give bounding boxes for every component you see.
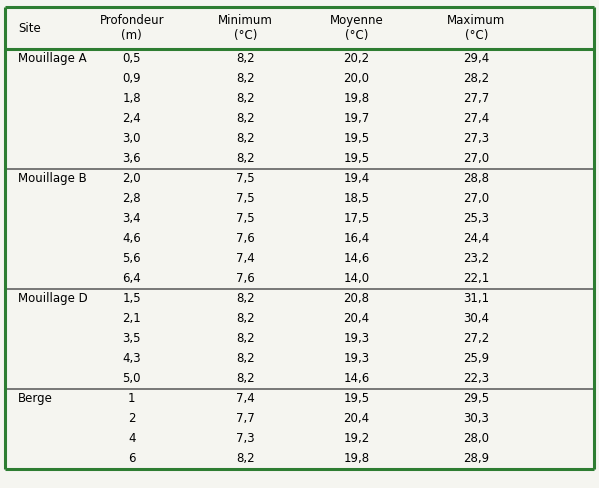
Text: Maximum
(°C): Maximum (°C) xyxy=(447,14,506,42)
Text: 8,2: 8,2 xyxy=(236,372,255,386)
Text: 7,5: 7,5 xyxy=(236,172,255,185)
Text: 20,4: 20,4 xyxy=(343,412,370,426)
Text: 27,4: 27,4 xyxy=(463,112,489,125)
Text: 0,9: 0,9 xyxy=(122,72,141,85)
Text: 29,4: 29,4 xyxy=(463,52,489,65)
Text: 2,1: 2,1 xyxy=(122,312,141,325)
Text: 8,2: 8,2 xyxy=(236,112,255,125)
Text: 1,8: 1,8 xyxy=(122,92,141,105)
Text: 30,3: 30,3 xyxy=(463,412,489,426)
Text: 0,5: 0,5 xyxy=(123,52,141,65)
Text: 7,5: 7,5 xyxy=(236,212,255,225)
Text: 19,5: 19,5 xyxy=(343,132,370,145)
Text: 3,6: 3,6 xyxy=(122,152,141,165)
Text: 8,2: 8,2 xyxy=(236,132,255,145)
Text: 8,2: 8,2 xyxy=(236,292,255,305)
Text: 19,4: 19,4 xyxy=(343,172,370,185)
Text: 1: 1 xyxy=(128,392,135,406)
Text: 28,2: 28,2 xyxy=(463,72,489,85)
Text: 25,3: 25,3 xyxy=(463,212,489,225)
Text: 7,5: 7,5 xyxy=(236,192,255,205)
Text: 7,7: 7,7 xyxy=(236,412,255,426)
Text: 20,8: 20,8 xyxy=(343,292,370,305)
Text: 19,5: 19,5 xyxy=(343,152,370,165)
Text: Minimum
(°C): Minimum (°C) xyxy=(218,14,273,42)
Text: 6: 6 xyxy=(128,452,135,466)
Text: Mouillage B: Mouillage B xyxy=(18,172,87,185)
Text: 22,1: 22,1 xyxy=(463,272,489,285)
Text: Berge: Berge xyxy=(18,392,53,406)
Text: 3,5: 3,5 xyxy=(123,332,141,346)
Text: 7,4: 7,4 xyxy=(236,392,255,406)
Text: 2: 2 xyxy=(128,412,135,426)
Text: 19,2: 19,2 xyxy=(343,432,370,446)
Text: 8,2: 8,2 xyxy=(236,312,255,325)
Text: 23,2: 23,2 xyxy=(463,252,489,265)
Text: 17,5: 17,5 xyxy=(343,212,370,225)
Text: 1,5: 1,5 xyxy=(122,292,141,305)
Text: 27,2: 27,2 xyxy=(463,332,489,346)
Text: 14,6: 14,6 xyxy=(343,252,370,265)
Text: 2,4: 2,4 xyxy=(122,112,141,125)
Text: 27,0: 27,0 xyxy=(463,192,489,205)
Text: 19,5: 19,5 xyxy=(343,392,370,406)
Text: 5,0: 5,0 xyxy=(123,372,141,386)
Text: Site: Site xyxy=(18,21,41,35)
Text: 2,8: 2,8 xyxy=(122,192,141,205)
Text: 28,9: 28,9 xyxy=(463,452,489,466)
Text: 20,4: 20,4 xyxy=(343,312,370,325)
Text: 28,0: 28,0 xyxy=(463,432,489,446)
Text: Mouillage A: Mouillage A xyxy=(18,52,87,65)
Text: 19,3: 19,3 xyxy=(343,352,370,366)
Text: 4,6: 4,6 xyxy=(122,232,141,245)
Text: 8,2: 8,2 xyxy=(236,452,255,466)
Text: Moyenne
(°C): Moyenne (°C) xyxy=(329,14,383,42)
Text: 19,3: 19,3 xyxy=(343,332,370,346)
Text: 19,7: 19,7 xyxy=(343,112,370,125)
Text: 8,2: 8,2 xyxy=(236,52,255,65)
Text: 16,4: 16,4 xyxy=(343,232,370,245)
Text: 27,0: 27,0 xyxy=(463,152,489,165)
Text: 27,7: 27,7 xyxy=(463,92,489,105)
Text: 4,3: 4,3 xyxy=(122,352,141,366)
Text: 22,3: 22,3 xyxy=(463,372,489,386)
Text: 8,2: 8,2 xyxy=(236,152,255,165)
Text: 5,6: 5,6 xyxy=(122,252,141,265)
Text: 8,2: 8,2 xyxy=(236,92,255,105)
Text: 18,5: 18,5 xyxy=(343,192,370,205)
Text: 31,1: 31,1 xyxy=(463,292,489,305)
Text: 14,0: 14,0 xyxy=(343,272,370,285)
Text: 20,0: 20,0 xyxy=(343,72,370,85)
Text: 27,3: 27,3 xyxy=(463,132,489,145)
Text: 20,2: 20,2 xyxy=(343,52,370,65)
Text: Mouillage D: Mouillage D xyxy=(18,292,87,305)
Text: 8,2: 8,2 xyxy=(236,352,255,366)
Text: 6,4: 6,4 xyxy=(122,272,141,285)
Text: 8,2: 8,2 xyxy=(236,72,255,85)
Text: 30,4: 30,4 xyxy=(463,312,489,325)
Text: 25,9: 25,9 xyxy=(463,352,489,366)
Text: 7,6: 7,6 xyxy=(236,232,255,245)
Text: 2,0: 2,0 xyxy=(122,172,141,185)
Text: 8,2: 8,2 xyxy=(236,332,255,346)
Text: 7,4: 7,4 xyxy=(236,252,255,265)
Text: Profondeur
(m): Profondeur (m) xyxy=(99,14,164,42)
Text: 19,8: 19,8 xyxy=(343,452,370,466)
Text: 14,6: 14,6 xyxy=(343,372,370,386)
Text: 29,5: 29,5 xyxy=(463,392,489,406)
Text: 24,4: 24,4 xyxy=(463,232,489,245)
Text: 3,4: 3,4 xyxy=(122,212,141,225)
Text: 7,3: 7,3 xyxy=(236,432,255,446)
Text: 7,6: 7,6 xyxy=(236,272,255,285)
Text: 19,8: 19,8 xyxy=(343,92,370,105)
Text: 4: 4 xyxy=(128,432,135,446)
Text: 3,0: 3,0 xyxy=(123,132,141,145)
Text: 28,8: 28,8 xyxy=(463,172,489,185)
